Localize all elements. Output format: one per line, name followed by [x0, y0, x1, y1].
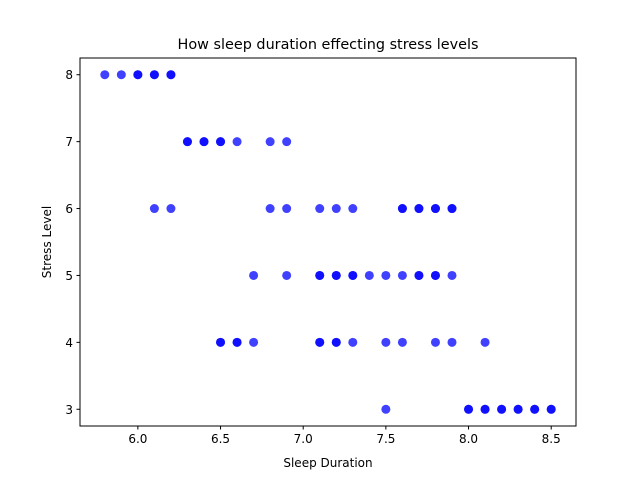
chart-title: How sleep duration effecting stress leve… — [178, 37, 479, 53]
data-point — [364, 270, 374, 280]
data-point — [348, 337, 358, 347]
data-point — [331, 204, 341, 214]
plot-frame — [79, 57, 577, 427]
y-axis-label: Stress Level — [40, 206, 54, 278]
data-point — [447, 204, 457, 214]
data-point — [513, 404, 523, 414]
data-point — [265, 204, 275, 214]
y-tick-label: 5 — [65, 269, 73, 283]
data-point — [149, 204, 159, 214]
data-point — [381, 404, 391, 414]
data-point — [546, 404, 556, 414]
data-point — [414, 204, 424, 214]
x-tick-label: 6.5 — [211, 432, 230, 446]
x-tick-label: 8.5 — [542, 432, 561, 446]
data-point — [249, 337, 259, 347]
data-point — [430, 337, 440, 347]
data-point — [232, 137, 242, 147]
data-point — [315, 270, 325, 280]
data-point — [397, 270, 407, 280]
data-point — [315, 337, 325, 347]
data-point — [348, 204, 358, 214]
data-point — [216, 137, 226, 147]
data-point — [166, 70, 176, 80]
data-point — [133, 70, 143, 80]
data-point — [216, 337, 226, 347]
data-point — [447, 270, 457, 280]
data-point — [331, 270, 341, 280]
y-tick-label: 7 — [65, 135, 73, 149]
y-tick-label: 6 — [65, 202, 73, 216]
data-point — [116, 70, 126, 80]
data-point — [331, 337, 341, 347]
data-point — [397, 204, 407, 214]
data-point — [265, 137, 275, 147]
data-point — [249, 270, 259, 280]
data-point — [199, 137, 209, 147]
x-tick-label: 7.5 — [376, 432, 395, 446]
x-axis-ticks: 6.0 6.5 7.0 7.5 8.0 8.5 — [128, 426, 561, 446]
data-point — [381, 337, 391, 347]
data-point — [447, 337, 457, 347]
points-layer — [100, 70, 556, 414]
data-point — [100, 70, 110, 80]
data-point — [282, 270, 292, 280]
data-point — [182, 137, 192, 147]
data-point — [397, 337, 407, 347]
data-point — [166, 204, 176, 214]
data-point — [530, 404, 540, 414]
x-tick-label: 8.0 — [459, 432, 478, 446]
data-point — [315, 204, 325, 214]
y-tick-label: 3 — [65, 403, 73, 417]
data-point — [480, 337, 490, 347]
data-point — [149, 70, 159, 80]
data-point — [464, 404, 474, 414]
y-tick-label: 4 — [65, 336, 73, 350]
x-axis-label: Sleep Duration — [283, 456, 372, 470]
data-point — [414, 270, 424, 280]
y-axis-ticks: 3 4 5 6 7 8 — [65, 68, 80, 417]
data-point — [282, 137, 292, 147]
data-point — [430, 204, 440, 214]
data-point — [497, 404, 507, 414]
data-point — [430, 270, 440, 280]
data-point — [381, 270, 391, 280]
x-tick-label: 6.0 — [128, 432, 147, 446]
data-point — [348, 270, 358, 280]
data-point — [480, 404, 490, 414]
x-tick-label: 7.0 — [294, 432, 313, 446]
data-point — [232, 337, 242, 347]
y-tick-label: 8 — [65, 68, 73, 82]
data-point — [282, 204, 292, 214]
